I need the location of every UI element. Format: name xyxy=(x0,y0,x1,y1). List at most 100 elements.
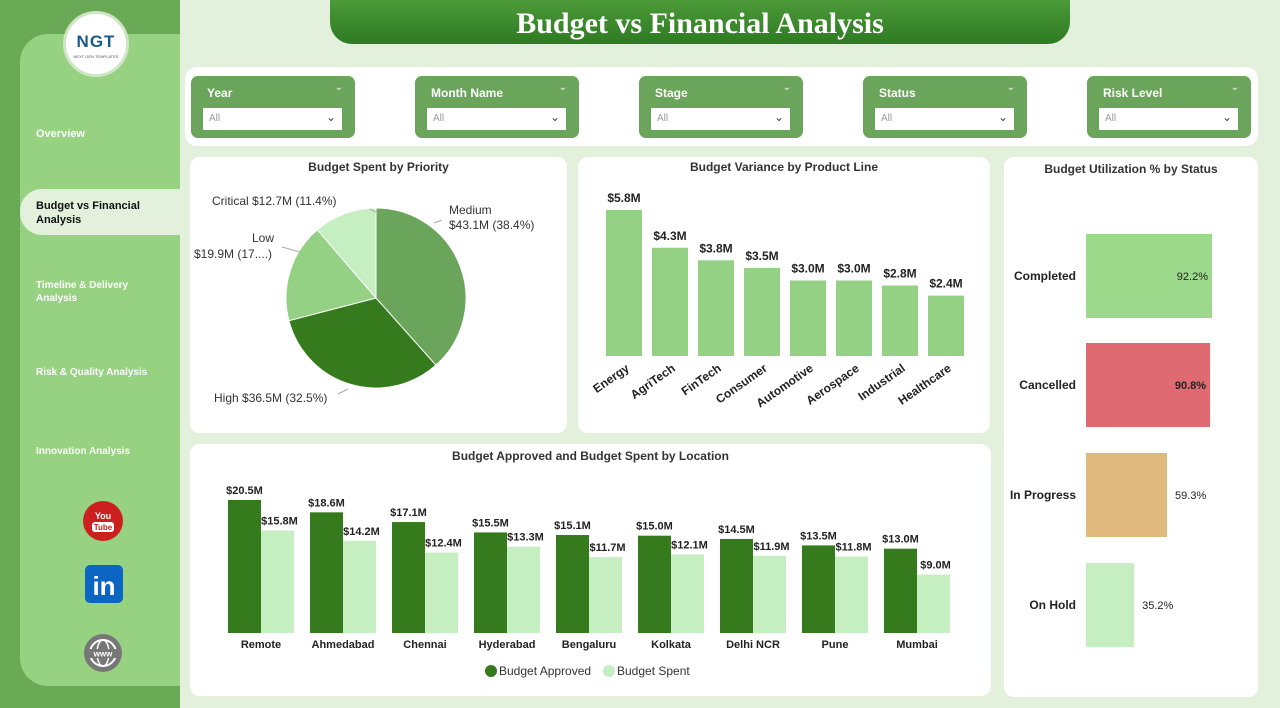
variance-bar-label: $2.4M xyxy=(929,277,962,291)
sidebar-item-label: Innovation Analysis xyxy=(36,446,131,457)
location-tick-label: Kolkata xyxy=(651,639,692,651)
spent-bar-remote xyxy=(261,530,294,633)
filter-label: Risk Level xyxy=(1103,86,1163,100)
approved-bar-pune xyxy=(802,545,835,633)
filter-risk-level[interactable]: Risk Level ⌄ All ⌄ xyxy=(1087,76,1251,138)
utilization-value-label: 90.8% xyxy=(1175,380,1206,392)
variance-bar-label: $5.8M xyxy=(607,191,640,205)
variance-bar-label: $3.0M xyxy=(791,261,824,275)
approved-bar-ahmedabad xyxy=(310,512,343,633)
pie-slice-critical xyxy=(316,207,377,300)
filter-label: Status xyxy=(879,86,916,100)
location-bar-chart: $20.5M $15.8M Remote $18.6M $14.2M Ahmedabad $… xyxy=(226,485,951,678)
spent-value-label: $11.8M xyxy=(835,541,871,553)
pie-label-critical: Critical $12.7M (11.4%) xyxy=(212,194,337,208)
linkedin-icon[interactable]: in xyxy=(84,564,124,604)
status-dropdown[interactable]: All ⌄ xyxy=(875,108,1014,130)
spent-bar-ahmedabad xyxy=(343,540,376,633)
chart-title: Budget Utilization % by Status xyxy=(1044,162,1218,176)
variance-bar-healthcare xyxy=(928,295,964,356)
utilization-bar-chart: Completed 92.2% Cancelled 90.8% In Progress 5… xyxy=(1010,234,1212,647)
pie-slice-low xyxy=(285,229,377,322)
utilization-bar-completed xyxy=(1086,234,1212,318)
pie-leader-line xyxy=(281,246,301,253)
approved-bar-delhi-ncr xyxy=(720,538,753,633)
stage-dropdown[interactable]: All ⌄ xyxy=(651,108,790,130)
web-icon[interactable]: www xyxy=(83,633,123,673)
filter-stage[interactable]: Stage ⌄ All ⌄ xyxy=(639,76,803,138)
approved-value-label: $15.5M xyxy=(472,517,509,529)
logo-text: NGT xyxy=(76,32,116,51)
location-tick-label: Pune xyxy=(822,639,849,651)
pie-label-name-medium: Medium xyxy=(449,203,492,217)
sidebar-item-innovation[interactable]: Innovation Analysis xyxy=(20,445,180,459)
svg-text:Tube: Tube xyxy=(94,523,113,532)
pie-leader-line xyxy=(369,208,379,214)
variance-tick-label: AgriTech xyxy=(628,361,678,402)
dropdown-value: All xyxy=(433,113,445,124)
sidebar-item-overview[interactable]: Overview xyxy=(20,127,180,141)
youtube-icon[interactable]: You Tube xyxy=(83,501,123,541)
sidebar-item-label: Timeline & Delivery Analysis xyxy=(36,280,129,304)
year-dropdown[interactable]: All ⌄ xyxy=(203,108,342,130)
svg-text:You: You xyxy=(95,511,111,521)
collapse-icon[interactable]: ⌄ xyxy=(334,82,343,93)
approved-bar-bengaluru xyxy=(556,535,589,633)
chevron-down-icon: ⌄ xyxy=(1221,110,1232,124)
approved-value-label: $15.0M xyxy=(636,521,673,533)
sidebar-item-budget-vs-financial[interactable]: Budget vs Financial Analysis xyxy=(20,189,180,235)
variance-bar-card: Budget Variance by Product Line $5.8M Ene… xyxy=(578,157,990,433)
collapse-icon[interactable]: ⌄ xyxy=(558,82,567,93)
filter-year[interactable]: Year ⌄ All ⌄ xyxy=(191,76,355,138)
variance-bar-label: $3.5M xyxy=(745,249,778,263)
spent-bar-mumbai xyxy=(917,574,950,633)
chevron-down-icon: ⌄ xyxy=(773,110,784,124)
spent-value-label: $13.3M xyxy=(507,532,544,544)
pie-leader-line xyxy=(337,388,349,395)
legend-label-budget-spent: Budget Spent xyxy=(617,664,690,678)
approved-value-label: $18.6M xyxy=(308,497,345,509)
variance-bar-label: $2.8M xyxy=(883,267,916,281)
legend-marker-budget-approved xyxy=(485,665,497,677)
svg-text:in: in xyxy=(92,571,115,601)
chevron-down-icon: ⌄ xyxy=(997,110,1008,124)
utilization-bar-cancelled xyxy=(1086,343,1211,427)
approved-bar-remote xyxy=(228,500,261,633)
legend-marker-budget-spent xyxy=(603,665,615,677)
spent-value-label: $11.9M xyxy=(753,541,789,553)
collapse-icon[interactable]: ⌄ xyxy=(1006,82,1015,93)
filter-month-name[interactable]: Month Name ⌄ All ⌄ xyxy=(415,76,579,138)
chart-title: Budget Approved and Budget Spent by Loca… xyxy=(452,449,729,463)
variance-tick-label: Energy xyxy=(590,361,632,396)
collapse-icon[interactable]: ⌄ xyxy=(782,82,791,93)
spent-bar-delhi-ncr xyxy=(753,555,786,633)
location-tick-label: Chennai xyxy=(403,639,446,651)
filter-status[interactable]: Status ⌄ All ⌄ xyxy=(863,76,1027,138)
sidebar-item-timeline-delivery[interactable]: Timeline & Delivery Analysis xyxy=(20,279,180,305)
risk-level-dropdown[interactable]: All ⌄ xyxy=(1099,108,1238,130)
utilization-category-label: Completed xyxy=(1014,269,1076,283)
spent-bar-pune xyxy=(835,556,868,633)
approved-value-label: $17.1M xyxy=(390,507,427,519)
spent-bar-kolkata xyxy=(671,554,704,633)
utilization-bar-in-progress xyxy=(1086,453,1168,537)
dropdown-value: All xyxy=(657,113,669,124)
variance-bar-automotive xyxy=(790,280,826,356)
approved-bar-chennai xyxy=(392,522,425,633)
location-tick-label: Mumbai xyxy=(896,639,938,651)
pie-label-value-medium: $43.1M (38.4%) xyxy=(449,218,534,232)
spent-bar-hyderabad xyxy=(507,546,540,633)
spent-value-label: $11.7M xyxy=(589,542,625,554)
svg-text:www: www xyxy=(93,650,113,659)
month-dropdown[interactable]: All ⌄ xyxy=(427,108,566,130)
sidebar-item-risk-quality[interactable]: Risk & Quality Analysis xyxy=(20,366,180,380)
collapse-icon[interactable]: ⌄ xyxy=(1230,82,1239,93)
priority-pie-card: Budget Spent by Priority Medium $43.1M (3… xyxy=(190,157,567,433)
priority-pie-chart: Medium$43.1M (38.4%) High $36.5M (32.5%) L… xyxy=(194,194,534,405)
logo-subtext: NEXT GEN TEMPLATES xyxy=(73,54,119,59)
variance-bar-aerospace xyxy=(836,280,872,356)
logo[interactable]: NGT NEXT GEN TEMPLATES xyxy=(63,11,129,77)
location-tick-label: Remote xyxy=(241,639,281,651)
pie-label-name-low: Low xyxy=(252,231,274,245)
spent-bar-bengaluru xyxy=(589,557,622,633)
